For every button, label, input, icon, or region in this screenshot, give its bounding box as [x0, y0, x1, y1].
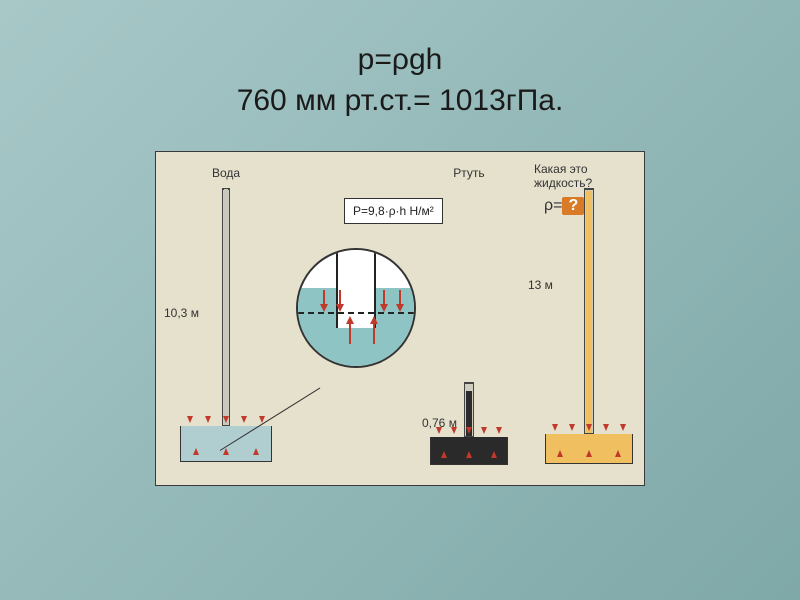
slide-title: p=ρgh 760 мм рт.ст.= 1013гПа. [237, 40, 564, 121]
unknown-liquid-question: Какая этожидкость? [534, 162, 654, 191]
water-height-label: 10,3 м [164, 306, 199, 320]
unknown-height-label: 13 м [528, 278, 553, 292]
mercury-label: Ртуть [414, 166, 524, 180]
formula-line: p=ρgh [237, 40, 564, 81]
rho-question: ρ=? [544, 197, 584, 215]
magnifier-circle [296, 248, 416, 368]
column-unknown: Какая этожидкость?ρ=?13 м [534, 152, 644, 485]
mercury-height-label: 0,76 м [422, 416, 457, 430]
column-water: Вода 10,3 м [166, 152, 286, 485]
unknown-basin [545, 434, 633, 464]
mercury-basin [430, 437, 508, 465]
water-tube [222, 188, 230, 426]
pressure-formula-box: P=9,8·ρ·h Н/м² [344, 198, 443, 224]
water-basin [180, 426, 272, 462]
barometer-figure: Вода 10,3 м Ртуть 0,76 м Какая этожидкость?ρ… [155, 151, 645, 486]
equivalence-line: 760 мм рт.ст.= 1013гПа. [237, 81, 564, 122]
unknown-tube [584, 188, 594, 434]
water-label: Вода [166, 166, 286, 180]
